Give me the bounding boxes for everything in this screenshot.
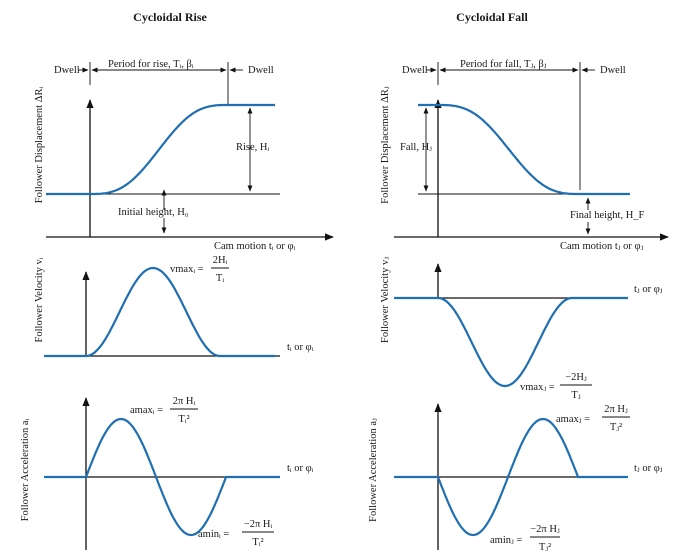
fall-amin-den: Tⱼ²: [539, 542, 551, 553]
fall-label: Fall, Hⱼ: [400, 142, 432, 153]
fall-dwell-right-label: Dwell: [600, 65, 626, 76]
final-height-label: Final height, H_F: [570, 210, 645, 221]
fall-velocity-panel: [394, 263, 628, 388]
rise-vel-axis-label: tᵢ or φᵢ: [287, 342, 314, 353]
fall-amin-lhs: aminⱼ =: [490, 535, 522, 546]
fall-acceleration-curve: [394, 417, 628, 537]
rise-amax-lhs: amaxᵢ =: [130, 405, 163, 416]
fall-dwell-left-label: Dwell: [402, 65, 428, 76]
ylabel-velocity-fall: Follower Velocity vⱼ: [380, 257, 391, 343]
rise-label: Rise, Hᵢ: [236, 142, 270, 153]
fall-vmax-den: Tⱼ: [571, 390, 580, 401]
rise-vmax-den: Tᵢ: [216, 273, 224, 284]
rise-amin-den: Tᵢ²: [252, 537, 263, 548]
rise-amin-num: −2π Hᵢ: [244, 519, 273, 530]
rise-acc-axis-label: tᵢ or φᵢ: [287, 463, 314, 474]
fall-vel-axis-label: tⱼ or φⱼ: [634, 284, 663, 295]
rise-velocity-panel: [44, 266, 280, 358]
fall-displacement-curve: [418, 103, 630, 196]
fall-amin-num: −2π Hⱼ: [530, 524, 560, 535]
initial-height-label: Initial height, H₀: [118, 207, 189, 218]
fall-velocity-curve: [394, 296, 628, 388]
fall-amax-den: Tⱼ²: [610, 422, 622, 433]
ylabel-displacement-rise: Follower Displacement ΔRᵢ: [34, 87, 45, 204]
fall-displacement-panel: [394, 62, 669, 241]
fall-period-label: Period for fall, Tⱼ, βⱼ: [460, 59, 547, 70]
rise-dwell-left-label: Dwell: [54, 65, 80, 76]
rise-period-label: Period for rise, Tᵢ, βᵢ: [108, 59, 194, 70]
fall-title: Cycloidal Fall: [456, 10, 528, 24]
rise-amax-den: Tᵢ²: [178, 414, 189, 425]
rise-cam-motion-label: Cam motion tᵢ or φᵢ: [214, 241, 296, 252]
rise-displacement-curve: [46, 103, 275, 196]
rise-amin-lhs: aminᵢ =: [198, 529, 229, 540]
fall-amax-lhs: amaxⱼ =: [556, 414, 590, 425]
fall-acc-axis-label: tⱼ or φⱼ: [634, 463, 663, 474]
fall-acceleration-panel: [394, 403, 628, 550]
rise-title: Cycloidal Rise: [133, 10, 207, 24]
fall-vmax-lhs: vmaxⱼ =: [520, 382, 555, 393]
ylabel-velocity-rise: Follower Velocity vᵢ: [34, 257, 45, 342]
rise-vmax-num: 2Hᵢ: [213, 255, 228, 266]
ylabel-displacement-fall: Follower Displacement ΔRⱼ: [380, 86, 391, 204]
rise-acceleration-panel: [44, 397, 280, 550]
rise-displacement-panel: [46, 62, 334, 241]
rise-velocity-curve: [44, 266, 275, 358]
fall-vmax-num: −2Hⱼ: [565, 372, 587, 383]
rise-amax-num: 2π Hᵢ: [173, 396, 196, 407]
ylabel-acceleration-rise: Follower Acceleration aᵢ: [20, 418, 31, 521]
rise-dwell-right-label: Dwell: [248, 65, 274, 76]
ylabel-acceleration-fall: Follower Acceleration aⱼ: [368, 418, 379, 522]
fall-cam-motion-label: Cam motion tⱼ or φⱼ: [560, 241, 644, 252]
fall-amax-num: 2π Hⱼ: [604, 404, 628, 415]
rise-vmax-lhs: vmaxᵢ =: [170, 264, 204, 275]
rise-acceleration-curve: [44, 417, 280, 537]
